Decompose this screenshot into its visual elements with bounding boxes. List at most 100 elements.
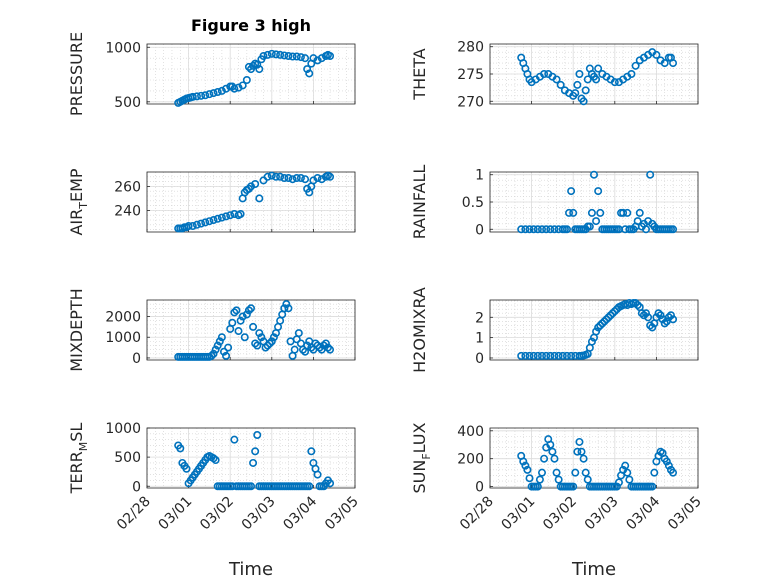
data-point [253, 341, 262, 350]
x-tick-label: 03/05 [322, 494, 362, 534]
figure-title: Figure 3 high [191, 16, 311, 35]
data-point [242, 310, 251, 319]
data-point [280, 304, 289, 313]
data-point [548, 447, 557, 456]
data-point [309, 54, 318, 63]
subplot-air-temp: 240 260 AIRTEMP [67, 168, 356, 236]
data-point [571, 468, 580, 477]
data-point [554, 475, 563, 484]
data-point [242, 76, 251, 85]
data-point [315, 343, 324, 352]
data-point [305, 482, 314, 491]
data-point [521, 351, 530, 360]
data-point [600, 317, 609, 326]
data-point [592, 327, 601, 336]
data-point [257, 333, 266, 342]
data-point [627, 70, 636, 79]
data-point [631, 61, 640, 70]
data-point [253, 60, 262, 69]
y-axis-label: SUNFLUX [410, 422, 433, 493]
data-point [542, 351, 551, 360]
x-tick-label: 03/03 [239, 494, 279, 534]
data-point [305, 69, 314, 78]
data-point [209, 89, 218, 98]
y-tick-label: 1000 [105, 421, 141, 437]
data-point [529, 225, 538, 234]
x-tick-label: 03/01 [156, 494, 196, 534]
data-point [540, 454, 549, 463]
data-point [565, 208, 574, 217]
data-point [525, 351, 534, 360]
y-tick-label: 0.5 [462, 195, 484, 211]
data-point [623, 468, 632, 477]
data-point [596, 208, 605, 217]
data-point [249, 458, 258, 467]
y-axis-label: RAINFALL [410, 165, 429, 240]
data-point [552, 75, 561, 84]
data-point [267, 171, 276, 180]
data-point [571, 89, 580, 98]
data-series [174, 430, 335, 491]
data-point [610, 307, 619, 316]
data-point [596, 321, 605, 330]
data-point [284, 51, 293, 60]
axes-box [146, 299, 356, 361]
data-point [298, 345, 307, 354]
data-point [323, 343, 332, 352]
data-point [583, 75, 592, 84]
data-point [537, 225, 546, 234]
data-point [602, 315, 611, 324]
data-point [269, 333, 278, 342]
data-point [625, 475, 634, 484]
data-point [587, 208, 596, 217]
data-point [280, 51, 289, 60]
y-tick-label: 270 [457, 94, 484, 110]
data-point [217, 213, 226, 222]
data-point [567, 187, 576, 196]
data-point [188, 222, 197, 231]
data-point [581, 468, 590, 477]
data-point [635, 208, 644, 217]
data-point [662, 457, 671, 466]
y-tick-label: 0 [475, 222, 484, 238]
data-point [301, 54, 310, 63]
data-point [550, 454, 559, 463]
data-point [326, 172, 335, 181]
data-point [669, 468, 678, 477]
data-point [247, 482, 256, 491]
y-tick-label: 1 [475, 331, 484, 347]
data-point [666, 311, 675, 320]
data-point [525, 474, 534, 483]
data-point [238, 312, 247, 321]
data-point [259, 51, 268, 60]
data-point [569, 482, 578, 491]
data-point [230, 435, 239, 444]
y-tick-label: 1000 [105, 40, 141, 56]
data-point [637, 309, 646, 318]
data-point [579, 454, 588, 463]
data-point [222, 212, 231, 221]
data-point [546, 351, 555, 360]
data-point [230, 84, 239, 93]
y-axis-label: PRESSURE [67, 32, 86, 116]
data-point [639, 311, 648, 320]
data-point [546, 440, 555, 449]
data-point [587, 337, 596, 346]
data-point [598, 319, 607, 328]
data-point [276, 50, 285, 59]
data-point [550, 351, 559, 360]
y-axis-label: AIRTEMP [67, 168, 90, 235]
data-point [592, 75, 601, 84]
data-point [303, 341, 312, 350]
data-point [296, 53, 305, 62]
data-point [529, 351, 538, 360]
data-point [228, 318, 237, 327]
subplot-rainfall: 0 0.5 1 RAINFALL [410, 165, 699, 240]
data-point [201, 218, 210, 227]
axes-box [489, 427, 699, 489]
data-point [542, 225, 551, 234]
data-point [213, 88, 222, 97]
data-point [612, 482, 621, 491]
data-point [646, 321, 655, 330]
